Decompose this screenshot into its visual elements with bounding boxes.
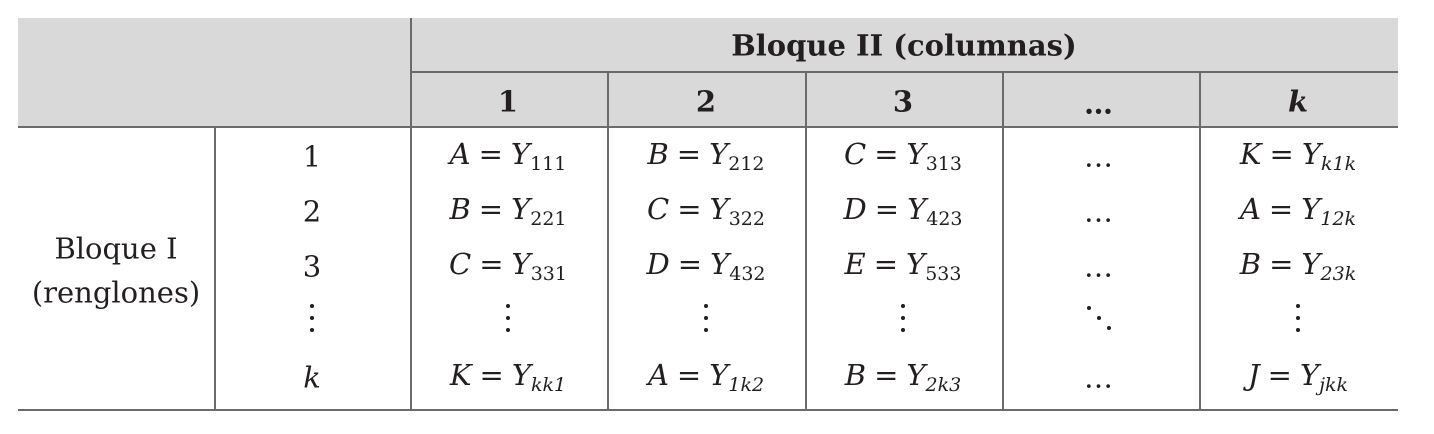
row-label-k: k <box>303 360 321 395</box>
col-header-k: k <box>1287 84 1309 119</box>
table-cell: A = Y12k <box>1239 192 1357 230</box>
cell-ellipsis: … <box>1084 194 1116 229</box>
col-divider-2 <box>805 72 807 410</box>
row-group-header-line1: Bloque I <box>54 231 178 266</box>
col-divider-1 <box>607 72 609 410</box>
table-cell: A = Y1k2 <box>647 358 765 396</box>
row-label-3: 3 <box>302 249 322 284</box>
cell-vdots <box>901 304 905 340</box>
table-cell: K = Ykk1 <box>449 358 567 396</box>
cell-vdots <box>704 304 708 340</box>
table-cell: C = Y313 <box>844 137 962 175</box>
cell-ddots <box>1085 304 1115 334</box>
cell-vdots <box>1296 304 1300 340</box>
table-cell: K = Yk1k <box>1239 137 1357 175</box>
table-cell: B = Y2k3 <box>844 358 962 396</box>
row-label-2: 2 <box>302 194 322 229</box>
table-cell: B = Y23k <box>1239 247 1357 285</box>
col-divider-0 <box>410 18 412 410</box>
col-header-2: 2 <box>695 84 717 119</box>
row-group-divider <box>214 127 216 410</box>
table-cell: B = Y221 <box>449 192 567 230</box>
col-divider-4 <box>1199 72 1201 410</box>
cell-ellipsis: … <box>1084 139 1116 174</box>
col-header-1: 1 <box>497 84 519 119</box>
table-cell: D = Y432 <box>646 247 766 285</box>
table-cell: B = Y212 <box>647 137 765 175</box>
table-bottom-rule <box>18 409 1398 411</box>
row-label-vdots <box>310 304 314 340</box>
cell-ellipsis: … <box>1084 249 1116 284</box>
row-label-1: 1 <box>302 139 322 174</box>
table-cell: J = Yjkk <box>1247 358 1349 396</box>
col-header-ellipsis: … <box>1084 86 1116 121</box>
table-cell: C = Y331 <box>449 247 567 285</box>
table-cell: E = Y533 <box>844 247 962 285</box>
row-group-header-line2: (renglones) <box>31 275 201 310</box>
cell-ellipsis: … <box>1084 360 1116 395</box>
col-divider-3 <box>1002 72 1004 410</box>
table-cell: A = Y111 <box>449 137 567 175</box>
col-group-header: Bloque II (columnas) <box>731 28 1077 63</box>
col-group-divider <box>412 71 1398 73</box>
col-header-3: 3 <box>892 84 914 119</box>
table-cell: D = Y423 <box>843 192 963 230</box>
cell-vdots <box>506 304 510 340</box>
table-cell: C = Y322 <box>647 192 765 230</box>
header-bottom-rule <box>18 126 1398 128</box>
